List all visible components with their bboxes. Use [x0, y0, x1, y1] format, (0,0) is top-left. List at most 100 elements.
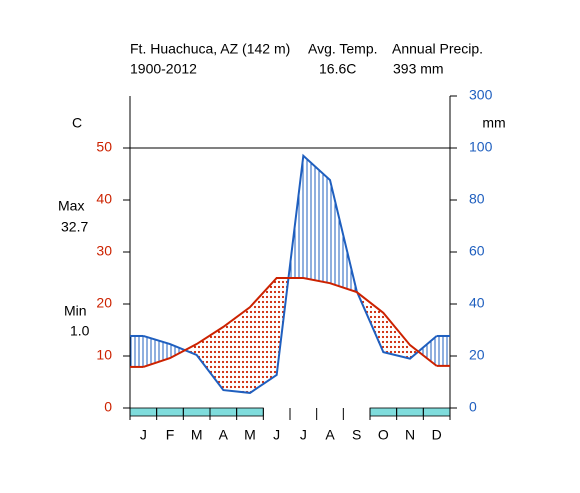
arid-dot	[241, 330, 245, 334]
x-tick-label: N	[405, 427, 415, 443]
arid-dot	[257, 370, 261, 374]
arid-dot	[273, 300, 277, 304]
arid-dot	[269, 365, 273, 369]
arid-dot	[261, 305, 265, 309]
arid-dot	[201, 345, 205, 349]
arid-dot	[217, 340, 221, 344]
min-label: Min	[64, 303, 87, 319]
arid-dot	[389, 325, 393, 329]
arid-dot	[261, 320, 265, 324]
arid-dot	[217, 370, 221, 374]
y2-tick-label: 60	[469, 243, 485, 259]
arid-dot	[209, 365, 213, 369]
arid-dot	[281, 280, 285, 284]
arid-dot	[277, 315, 281, 319]
x-tick-label: J	[300, 427, 307, 443]
y2-tick-label: 40	[469, 295, 485, 311]
arid-dot	[265, 340, 269, 344]
arid-dot	[261, 365, 265, 369]
arid-dot	[273, 365, 277, 369]
arid-dot	[249, 315, 253, 319]
arid-dot	[265, 365, 269, 369]
arid-dot	[213, 355, 217, 359]
arid-dot	[253, 335, 257, 339]
arid-dot	[269, 350, 273, 354]
arid-dot	[265, 370, 269, 374]
arid-dot	[253, 355, 257, 359]
max-label: Max	[58, 198, 84, 214]
arid-dot	[221, 380, 225, 384]
arid-dot	[233, 345, 237, 349]
arid-dot	[229, 355, 233, 359]
arid-dot	[241, 320, 245, 324]
max-value: 32.7	[61, 219, 88, 235]
arid-dot	[229, 380, 233, 384]
arid-dot	[201, 350, 205, 354]
arid-dot	[257, 330, 261, 334]
arid-dot	[413, 350, 417, 354]
arid-dot	[381, 335, 385, 339]
arid-dot	[273, 320, 277, 324]
arid-dot	[241, 345, 245, 349]
arid-dot	[273, 305, 277, 309]
arid-dot	[277, 310, 281, 314]
arid-dot	[229, 325, 233, 329]
frost-bar	[182, 407, 211, 417]
arid-dot	[273, 330, 277, 334]
arid-dot	[241, 375, 245, 379]
arid-dot	[241, 380, 245, 384]
min-value: 1.0	[70, 323, 90, 339]
arid-dot	[269, 370, 273, 374]
arid-dot	[405, 350, 409, 354]
arid-dot	[249, 320, 253, 324]
arid-dot	[265, 330, 269, 334]
arid-dot	[193, 350, 197, 354]
arid-dot	[249, 325, 253, 329]
arid-dot	[389, 330, 393, 334]
arid-dot	[197, 345, 201, 349]
arid-dot	[253, 345, 257, 349]
arid-dot	[393, 345, 397, 349]
arid-dot	[261, 370, 265, 374]
arid-dot	[261, 315, 265, 319]
arid-dot	[245, 365, 249, 369]
arid-dot	[241, 355, 245, 359]
y2-tick-label: 20	[469, 347, 485, 363]
arid-dot	[253, 375, 257, 379]
arid-dot	[245, 360, 249, 364]
arid-dot	[273, 290, 277, 294]
arid-dot	[237, 320, 241, 324]
y-tick-label: 50	[96, 139, 112, 155]
arid-dot	[401, 345, 405, 349]
arid-dot	[225, 355, 229, 359]
arid-dot	[241, 335, 245, 339]
x-tick-label: J	[273, 427, 280, 443]
arid-dot	[273, 310, 277, 314]
y-tick-label: 30	[96, 243, 112, 259]
arid-dot	[269, 335, 273, 339]
y-tick-label: 10	[96, 347, 112, 363]
y2-tick-label: 300	[469, 87, 493, 103]
x-tick-label: A	[325, 427, 335, 443]
chart-subtitle: 1900-2012	[130, 61, 197, 77]
arid-dot	[273, 350, 277, 354]
arid-dot	[193, 345, 197, 349]
arid-dot	[237, 325, 241, 329]
arid-dot	[229, 375, 233, 379]
arid-dot	[229, 365, 233, 369]
frost-bar	[236, 407, 264, 417]
arid-dot	[265, 335, 269, 339]
arid-dot	[261, 380, 265, 384]
arid-dot	[237, 350, 241, 354]
x-tick-label: A	[219, 427, 229, 443]
arid-dot	[217, 375, 221, 379]
arid-dot	[381, 320, 385, 324]
arid-dot	[377, 335, 381, 339]
arid-dot	[233, 340, 237, 344]
annual-precip-label: Annual Precip.	[392, 41, 483, 57]
arid-dot	[225, 370, 229, 374]
arid-dot	[401, 350, 405, 354]
x-tick-label: O	[378, 427, 389, 443]
arid-dot	[225, 340, 229, 344]
arid-dot	[377, 315, 381, 319]
